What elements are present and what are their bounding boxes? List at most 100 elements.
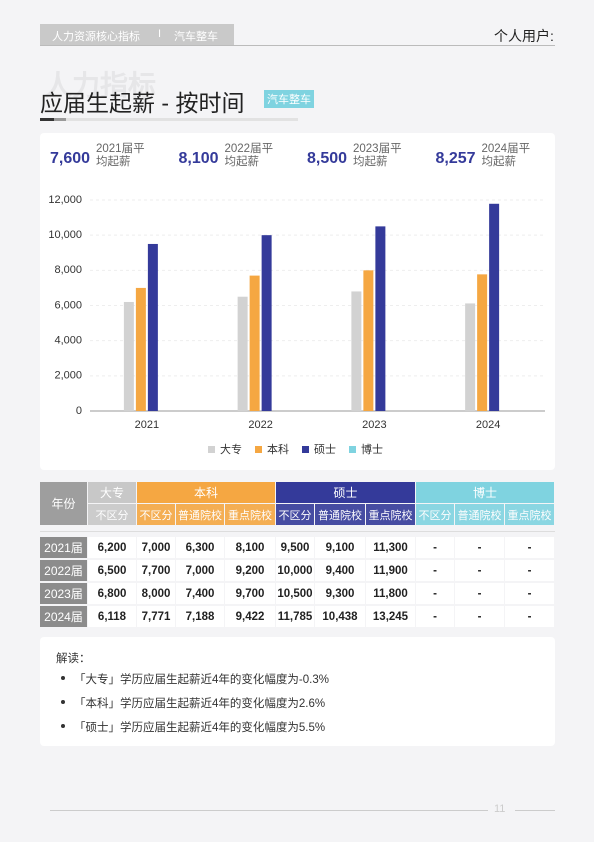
page-number: 11 — [494, 803, 506, 815]
kpi-value: 8,257 — [435, 150, 476, 167]
kpi-value: 7,600 — [50, 150, 91, 167]
group-header: 大专 — [88, 482, 136, 503]
table-divider — [40, 531, 555, 532]
column-header: 不区分 — [137, 504, 175, 525]
table-cell: - — [416, 583, 454, 604]
legend-label: 博士 — [361, 443, 383, 456]
table-cell: 9,300 — [315, 583, 365, 604]
table-cell: 7,000 — [137, 537, 175, 558]
table-cell: 7,000 — [176, 560, 224, 581]
bar — [375, 226, 386, 411]
title-underline-accent — [54, 118, 66, 121]
table-cell: 11,785 — [276, 606, 314, 627]
column-header: 重点院校 — [505, 504, 554, 525]
table-cell: 6,200 — [88, 537, 136, 558]
legend-swatch — [302, 446, 309, 453]
watermark: 人力指标 — [44, 70, 157, 101]
chart-card — [40, 133, 555, 470]
table-cell: 7,771 — [137, 606, 175, 627]
legend-swatch — [255, 446, 262, 453]
row-year: 2024届 — [40, 606, 87, 627]
bullet — [61, 700, 65, 704]
table-cell: - — [416, 560, 454, 581]
note-item: 「大专」学历应届生起薪近4年的变化幅度为-0.3% — [74, 674, 329, 686]
table-cell: 8,100 — [225, 537, 275, 558]
bar — [249, 275, 260, 411]
title-tag: 汽车整车 — [264, 90, 314, 108]
table-cell: 13,245 — [366, 606, 415, 627]
x-tick-label: 2024 — [476, 419, 500, 431]
table-cell: 9,200 — [225, 560, 275, 581]
column-header: 普通院校 — [315, 504, 365, 525]
bar — [237, 296, 248, 411]
legend-swatch — [349, 446, 356, 453]
table-cell: 6,500 — [88, 560, 136, 581]
header-user: 个人用户: — [494, 28, 554, 44]
kpi-label: 2023届平均起薪 — [353, 143, 402, 168]
bar — [477, 274, 488, 411]
row-year: 2022届 — [40, 560, 87, 581]
column-header: 普通院校 — [455, 504, 504, 525]
x-tick-label: 2021 — [135, 419, 159, 431]
kpi-label: 2024届平均起薪 — [481, 143, 531, 168]
table-cell: 11,900 — [366, 560, 415, 581]
bar — [489, 203, 500, 411]
table-cell: 9,422 — [225, 606, 275, 627]
table-cell: 11,800 — [366, 583, 415, 604]
table-cell: - — [416, 606, 454, 627]
table-cell: - — [505, 606, 554, 627]
kpi-value: 8,500 — [307, 150, 348, 167]
table-cell: 11,300 — [366, 537, 415, 558]
table-cell: - — [505, 560, 554, 581]
year-header: 年份 — [40, 482, 87, 525]
header-tag — [40, 24, 234, 45]
y-tick-label: 8,000 — [54, 264, 82, 276]
table-cell: - — [505, 537, 554, 558]
note-item: 「硕士」学历应届生起薪近4年的变化幅度为5.5% — [74, 722, 326, 734]
kpi-label: 2022届平均起薪 — [224, 143, 274, 168]
column-header: 不区分 — [88, 504, 136, 525]
y-tick-label: 0 — [76, 405, 82, 417]
y-tick-label: 10,000 — [48, 229, 82, 241]
bar — [261, 235, 272, 411]
page-title: 应届生起薪 - 按时间 — [40, 90, 245, 116]
column-header: 不区分 — [276, 504, 314, 525]
x-tick-label: 2022 — [248, 419, 272, 431]
header-separator: I — [158, 28, 162, 40]
title-underline-accent — [40, 118, 54, 121]
column-header: 不区分 — [416, 504, 454, 525]
table-cell: 10,500 — [276, 583, 314, 604]
column-header: 普通院校 — [176, 504, 224, 525]
table-cell: 10,000 — [276, 560, 314, 581]
kpi-value: 8,100 — [178, 150, 219, 167]
column-header: 重点院校 — [366, 504, 415, 525]
row-year: 2021届 — [40, 537, 87, 558]
notes-heading: 解读： — [56, 653, 91, 665]
header-line — [40, 45, 555, 46]
group-header: 硕士 — [276, 482, 415, 503]
table-cell: 9,100 — [315, 537, 365, 558]
legend-label: 本科 — [267, 442, 289, 456]
x-tick-label: 2023 — [362, 419, 386, 431]
bar — [363, 270, 374, 411]
bar — [465, 303, 476, 411]
table-cell: 6,118 — [88, 606, 136, 627]
chart: 0 2,000 4,000 6,000 8,000 10,000 12,000 2021 202… — [48, 194, 545, 456]
kpi-label: 2021届平均起薪 — [96, 143, 145, 168]
note-item: 「本科」学历应届生起薪近4年的变化幅度为2.6% — [74, 698, 326, 710]
y-tick-label: 12,000 — [48, 194, 82, 206]
table-cell: 6,800 — [88, 583, 136, 604]
group-header: 本科 — [137, 482, 275, 503]
table-cell: - — [416, 537, 454, 558]
table-cell: 9,700 — [225, 583, 275, 604]
table-cell: 7,188 — [176, 606, 224, 627]
table-cell: 6,300 — [176, 537, 224, 558]
table-cell: - — [455, 560, 504, 581]
table-cell: 9,500 — [276, 537, 314, 558]
footer-line — [515, 810, 555, 811]
y-tick-label: 4,000 — [54, 335, 82, 347]
table-cell: 10,438 — [315, 606, 365, 627]
legend-label: 硕士 — [314, 443, 336, 456]
table-cell: - — [455, 606, 504, 627]
